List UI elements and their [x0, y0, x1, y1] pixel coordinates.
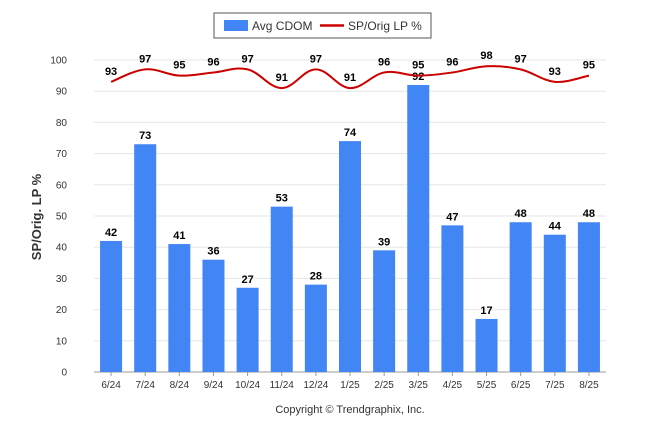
legend-label-bar: Avg CDOM [252, 19, 312, 33]
x-tick-label: 6/25 [511, 380, 531, 391]
y-tick-label: 50 [56, 212, 68, 223]
bar [134, 144, 157, 372]
bar [543, 234, 566, 372]
line-value-label: 91 [344, 72, 356, 84]
bar [236, 287, 259, 372]
y-tick-label: 100 [50, 56, 67, 67]
bar-value-label: 17 [480, 305, 492, 317]
series-line-sp-orig-lp [110, 65, 590, 90]
bar-value-label: 53 [276, 193, 288, 205]
bar-series [100, 84, 600, 373]
bar [339, 141, 361, 372]
bar [441, 225, 464, 372]
x-tick-label: 5/25 [477, 380, 497, 391]
line-value-label: 93 [549, 66, 561, 78]
line-value-label: 96 [207, 56, 219, 68]
x-tick-label: 10/24 [235, 380, 260, 391]
bar-value-label: 47 [446, 211, 458, 223]
bar-value-label: 36 [207, 246, 219, 258]
copyright-footer: Copyright © Trendgraphix, Inc. [275, 404, 424, 416]
line-value-label: 91 [276, 72, 288, 84]
y-tick-label: 90 [56, 87, 68, 98]
bar [373, 250, 396, 372]
y-axis-ticks: 0 10 20 30 40 50 60 70 80 90 100 [50, 56, 67, 379]
bar-value-label: 48 [515, 208, 527, 220]
x-tick-label: 1/25 [340, 380, 360, 391]
line-value-label: 95 [583, 60, 595, 72]
bar [100, 240, 123, 372]
x-tick-label: 4/25 [443, 380, 463, 391]
bar-value-label: 41 [173, 230, 185, 242]
bar-data-labels: 42 73 41 36 27 53 28 74 39 92 47 17 48 44 48 [105, 71, 595, 317]
y-tick-label: 10 [56, 336, 68, 347]
line-value-label: 93 [105, 66, 117, 78]
bar-value-label: 27 [241, 274, 253, 286]
line-value-label: 96 [446, 56, 458, 68]
y-axis-title: SP/Orig. LP % [29, 173, 44, 260]
bar-value-label: 48 [583, 208, 595, 220]
bar-value-label: 42 [105, 227, 117, 239]
legend-label-line: SP/Orig LP % [348, 19, 422, 33]
y-tick-label: 40 [56, 243, 68, 254]
legend-swatch-bar [224, 20, 248, 31]
line-value-label: 96 [378, 56, 390, 68]
bar-value-label: 39 [378, 236, 390, 248]
line-data-labels: 93 97 95 96 97 91 97 91 96 95 96 98 97 93 95 [105, 50, 595, 84]
bar-value-label: 28 [310, 271, 322, 283]
bar-value-label: 92 [412, 71, 424, 83]
x-tick-label: 7/24 [135, 380, 155, 391]
line-value-label: 95 [173, 60, 185, 72]
x-tick-label: 8/24 [170, 380, 190, 391]
legend: Avg CDOM SP/Orig LP % [213, 12, 432, 39]
y-tick-label: 30 [56, 274, 68, 285]
bar [509, 222, 532, 372]
bar-value-label: 74 [344, 127, 357, 139]
x-tick-label: 12/24 [303, 380, 328, 391]
bar [407, 84, 430, 373]
line-series [110, 65, 590, 90]
line-value-label: 98 [480, 50, 492, 62]
bar-value-label: 73 [139, 130, 151, 142]
y-tick-label: 80 [56, 118, 68, 129]
y-tick-label: 0 [61, 368, 67, 379]
line-value-label: 97 [515, 53, 527, 65]
bar-value-label: 44 [549, 221, 562, 233]
x-tick-label: 11/24 [270, 380, 295, 391]
bar [168, 244, 191, 372]
x-tick-label: 2/25 [374, 380, 394, 391]
y-tick-label: 60 [56, 180, 68, 191]
y-tick-label: 20 [56, 305, 68, 316]
bar [304, 284, 327, 372]
line-value-label: 95 [412, 60, 424, 72]
bar [202, 259, 225, 372]
x-tick-label: 7/25 [545, 380, 565, 391]
y-tick-label: 70 [56, 149, 68, 160]
bar [475, 318, 498, 372]
line-value-label: 97 [241, 53, 253, 65]
x-axis-ticks: 6/24 7/24 8/24 9/24 10/24 11/24 12/24 1/25 2/25 3… [101, 372, 599, 391]
x-tick-label: 9/24 [204, 380, 224, 391]
line-value-label: 97 [139, 53, 151, 65]
x-tick-label: 3/25 [409, 380, 429, 391]
x-tick-label: 8/25 [579, 380, 599, 391]
bar [577, 222, 600, 372]
line-value-label: 97 [310, 53, 322, 65]
x-tick-label: 6/24 [101, 380, 121, 391]
bar [270, 206, 293, 372]
